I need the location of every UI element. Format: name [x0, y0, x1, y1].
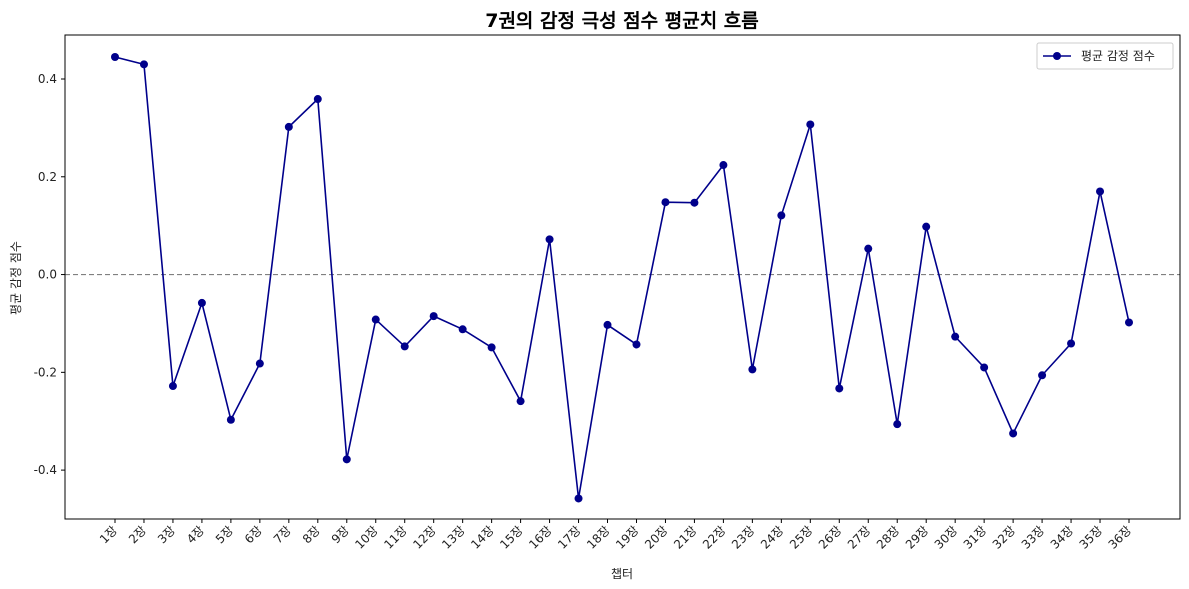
x-tick-label: 30장 [932, 523, 961, 552]
data-point [226, 415, 235, 424]
data-point [197, 298, 206, 307]
x-tick-label: 14장 [468, 523, 497, 552]
x-tick-label: 12장 [410, 523, 439, 552]
y-tick-label: -0.2 [34, 365, 57, 379]
x-tick-label: 36장 [1106, 523, 1135, 552]
data-point [806, 120, 815, 129]
data-point [719, 161, 728, 170]
x-tick-label: 22장 [700, 523, 729, 552]
plot-frame [64, 34, 1181, 520]
data-point [661, 198, 670, 207]
x-tick-label: 9장 [329, 523, 352, 546]
data-point [284, 122, 293, 131]
x-tick-label: 35장 [1077, 523, 1106, 552]
x-tick-label: 24장 [758, 523, 787, 552]
x-tick-label: 15장 [497, 523, 526, 552]
x-tick-label: 5장 [213, 523, 236, 546]
data-point [574, 494, 583, 503]
data-point [458, 325, 467, 334]
y-tick-label: 0.0 [38, 268, 57, 282]
x-tick-label: 19장 [613, 523, 642, 552]
series-line [114, 56, 1130, 499]
data-point [255, 359, 264, 368]
data-point [371, 315, 380, 324]
x-tick-label: 28장 [874, 523, 903, 552]
x-tick-label: 3장 [155, 523, 178, 546]
x-tick-label: 17장 [555, 523, 584, 552]
data-point [922, 222, 931, 231]
data-point [1096, 187, 1105, 196]
data-point [1067, 339, 1076, 348]
data-point [168, 382, 177, 391]
x-tick-label: 34장 [1048, 523, 1077, 552]
data-point [893, 420, 902, 429]
x-tick-label: 2장 [126, 523, 149, 546]
x-tick-label: 16장 [526, 523, 555, 552]
x-tick-label: 26장 [816, 523, 845, 552]
data-point [400, 342, 409, 351]
x-tick-label: 31장 [961, 523, 990, 552]
x-tick-label: 4장 [184, 523, 207, 546]
plot-area: -0.4 -0.2 0.0 0.2 0.4 1장 2장 3장 4장 5장 6장 7장 8장 9장 10장 11… [34, 34, 1181, 552]
data-point [690, 198, 699, 207]
x-tick-label: 8장 [300, 523, 323, 546]
x-tick-label: 10장 [352, 523, 381, 552]
data-point [1009, 429, 1018, 438]
data-point [777, 211, 786, 220]
x-tick-label: 32장 [990, 523, 1019, 552]
data-point [545, 235, 554, 244]
chart-title: 7권의 감정 극성 점수 평균치 흐름 [485, 10, 759, 32]
y-axis-label: 평균 감정 점수 [9, 241, 23, 315]
x-tick-label: 33장 [1019, 523, 1048, 552]
data-point [835, 384, 844, 393]
data-point [111, 53, 119, 61]
x-tick-label: 21장 [671, 523, 700, 552]
data-point [139, 60, 148, 69]
x-tick-label: 27장 [845, 523, 874, 552]
x-axis-label: 챕터 [611, 566, 633, 581]
y-tick-label: -0.4 [34, 463, 57, 477]
data-point [1125, 318, 1133, 327]
y-tick-label: 0.4 [38, 72, 57, 86]
y-tick-label: 0.2 [38, 170, 57, 184]
data-point [632, 340, 641, 349]
legend-marker-swatch [1053, 52, 1061, 60]
data-point [429, 312, 438, 321]
data-point [516, 397, 525, 406]
x-tick-label: 13장 [439, 523, 468, 552]
x-tick-label: 20장 [642, 523, 671, 552]
data-point [748, 365, 757, 374]
data-point [342, 455, 351, 464]
data-point [1038, 371, 1047, 380]
legend: 평균 감정 점수 [1036, 42, 1174, 70]
legend-box [1036, 42, 1174, 70]
data-point [951, 332, 960, 341]
legend-label: 평균 감정 점수 [1081, 49, 1155, 63]
x-tick-label: 11장 [381, 523, 410, 552]
data-point [603, 320, 612, 329]
data-point [313, 95, 322, 104]
x-tick-label: 23장 [729, 523, 758, 552]
x-tick-label: 25장 [787, 523, 816, 552]
x-tick-label: 1장 [97, 523, 120, 546]
x-tick-label: 29장 [903, 523, 932, 552]
data-point [487, 343, 496, 352]
x-tick-label: 6장 [242, 523, 265, 546]
x-tick-label: 7장 [271, 523, 294, 546]
x-tick-label: 18장 [584, 523, 613, 552]
data-point [980, 363, 989, 372]
data-point [864, 244, 873, 253]
